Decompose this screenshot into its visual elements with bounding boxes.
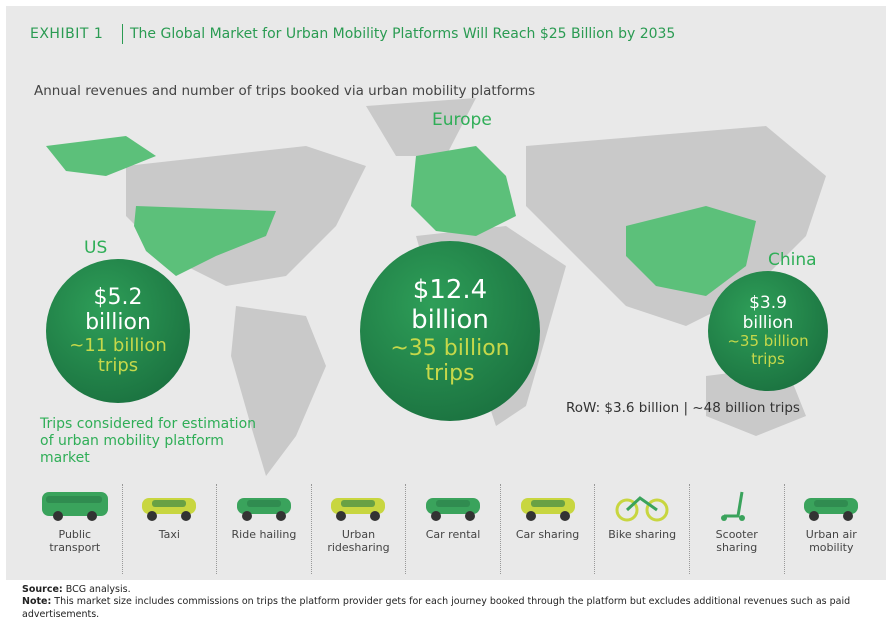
revenue: $3.9 [749, 293, 787, 314]
mode-icon [520, 498, 575, 521]
mode: Bike sharing [595, 484, 690, 574]
region-circle: $12.4 billion ~35 billion trips [360, 241, 540, 421]
mode-label: Car rental [425, 528, 481, 541]
region-circle: $3.9 billion ~35 billion trips [708, 271, 828, 391]
region-name: US [84, 238, 108, 258]
source: Source: BCG analysis. [22, 584, 882, 596]
mode-icon [236, 498, 291, 521]
subtitle: Annual revenues and number of trips book… [34, 83, 536, 99]
separator [122, 24, 123, 44]
trips: ~35 billion [727, 332, 809, 351]
note: Note: This market size includes commissi… [22, 596, 882, 621]
revenue-unit: billion [742, 312, 794, 333]
mode-icon [804, 498, 859, 521]
note-text: This market size includes commissions on… [22, 596, 851, 620]
trips-unit: trips [751, 349, 785, 368]
mode: Urban air mobility [785, 484, 879, 574]
mode: Taxi [123, 484, 218, 574]
mode-label: Urban air mobility [805, 528, 857, 554]
trips-unit: trips [97, 355, 139, 377]
region-name: Europe [432, 110, 492, 130]
mode: Car sharing [501, 484, 596, 574]
panel: EXHIBIT 1 The Global Market for Urban Mo… [6, 6, 886, 580]
row-note: RoW: $3.6 billion | ~48 billion trips [566, 400, 800, 416]
mode: Public transport [28, 484, 123, 574]
revenue: $5.2 [93, 285, 143, 311]
title: The Global Market for Urban Mobility Pla… [130, 26, 676, 42]
world-map [46, 98, 826, 476]
mode: Car rental [406, 484, 501, 574]
mode-icon [615, 496, 669, 522]
mode-row: Public transport Taxi Ride hailing Urban ri… [28, 484, 878, 574]
trips: ~11 billion [69, 334, 167, 356]
mode-label: Scooter sharing [715, 528, 758, 554]
mode-icon [426, 498, 481, 521]
mode-icon [142, 498, 197, 521]
source-label: Source: [22, 584, 63, 595]
mode: Ride hailing [217, 484, 312, 574]
region-circle: $5.2 billion ~11 billion trips [46, 259, 190, 403]
source-text: BCG analysis. [65, 584, 131, 595]
mode-icon [331, 498, 386, 521]
mode-icon [720, 491, 745, 521]
footer: Source: BCG analysis. Note: This market … [22, 584, 882, 621]
mode: Urban ridesharing [312, 484, 407, 574]
revenue-unit: billion [411, 304, 489, 335]
trips: ~35 billion [390, 335, 510, 361]
region-name: China [768, 250, 817, 270]
mode-label: Taxi [158, 528, 180, 541]
exhibit-label: EXHIBIT 1 [30, 26, 104, 42]
mode-icon [41, 492, 108, 521]
note-label: Note: [22, 596, 52, 608]
mode-label: Urban ridesharing [327, 528, 390, 554]
revenue: $12.4 [412, 274, 488, 305]
trips-heading: Trips considered for estimation of urban… [40, 416, 257, 466]
mode: Scooter sharing [690, 484, 785, 574]
mode-label: Bike sharing [608, 528, 677, 541]
revenue-unit: billion [85, 310, 151, 336]
mode-label: Public transport [49, 528, 101, 554]
mode-label: Ride hailing [231, 528, 297, 541]
mode-label: Car sharing [515, 528, 580, 541]
trips-unit: trips [425, 360, 475, 386]
